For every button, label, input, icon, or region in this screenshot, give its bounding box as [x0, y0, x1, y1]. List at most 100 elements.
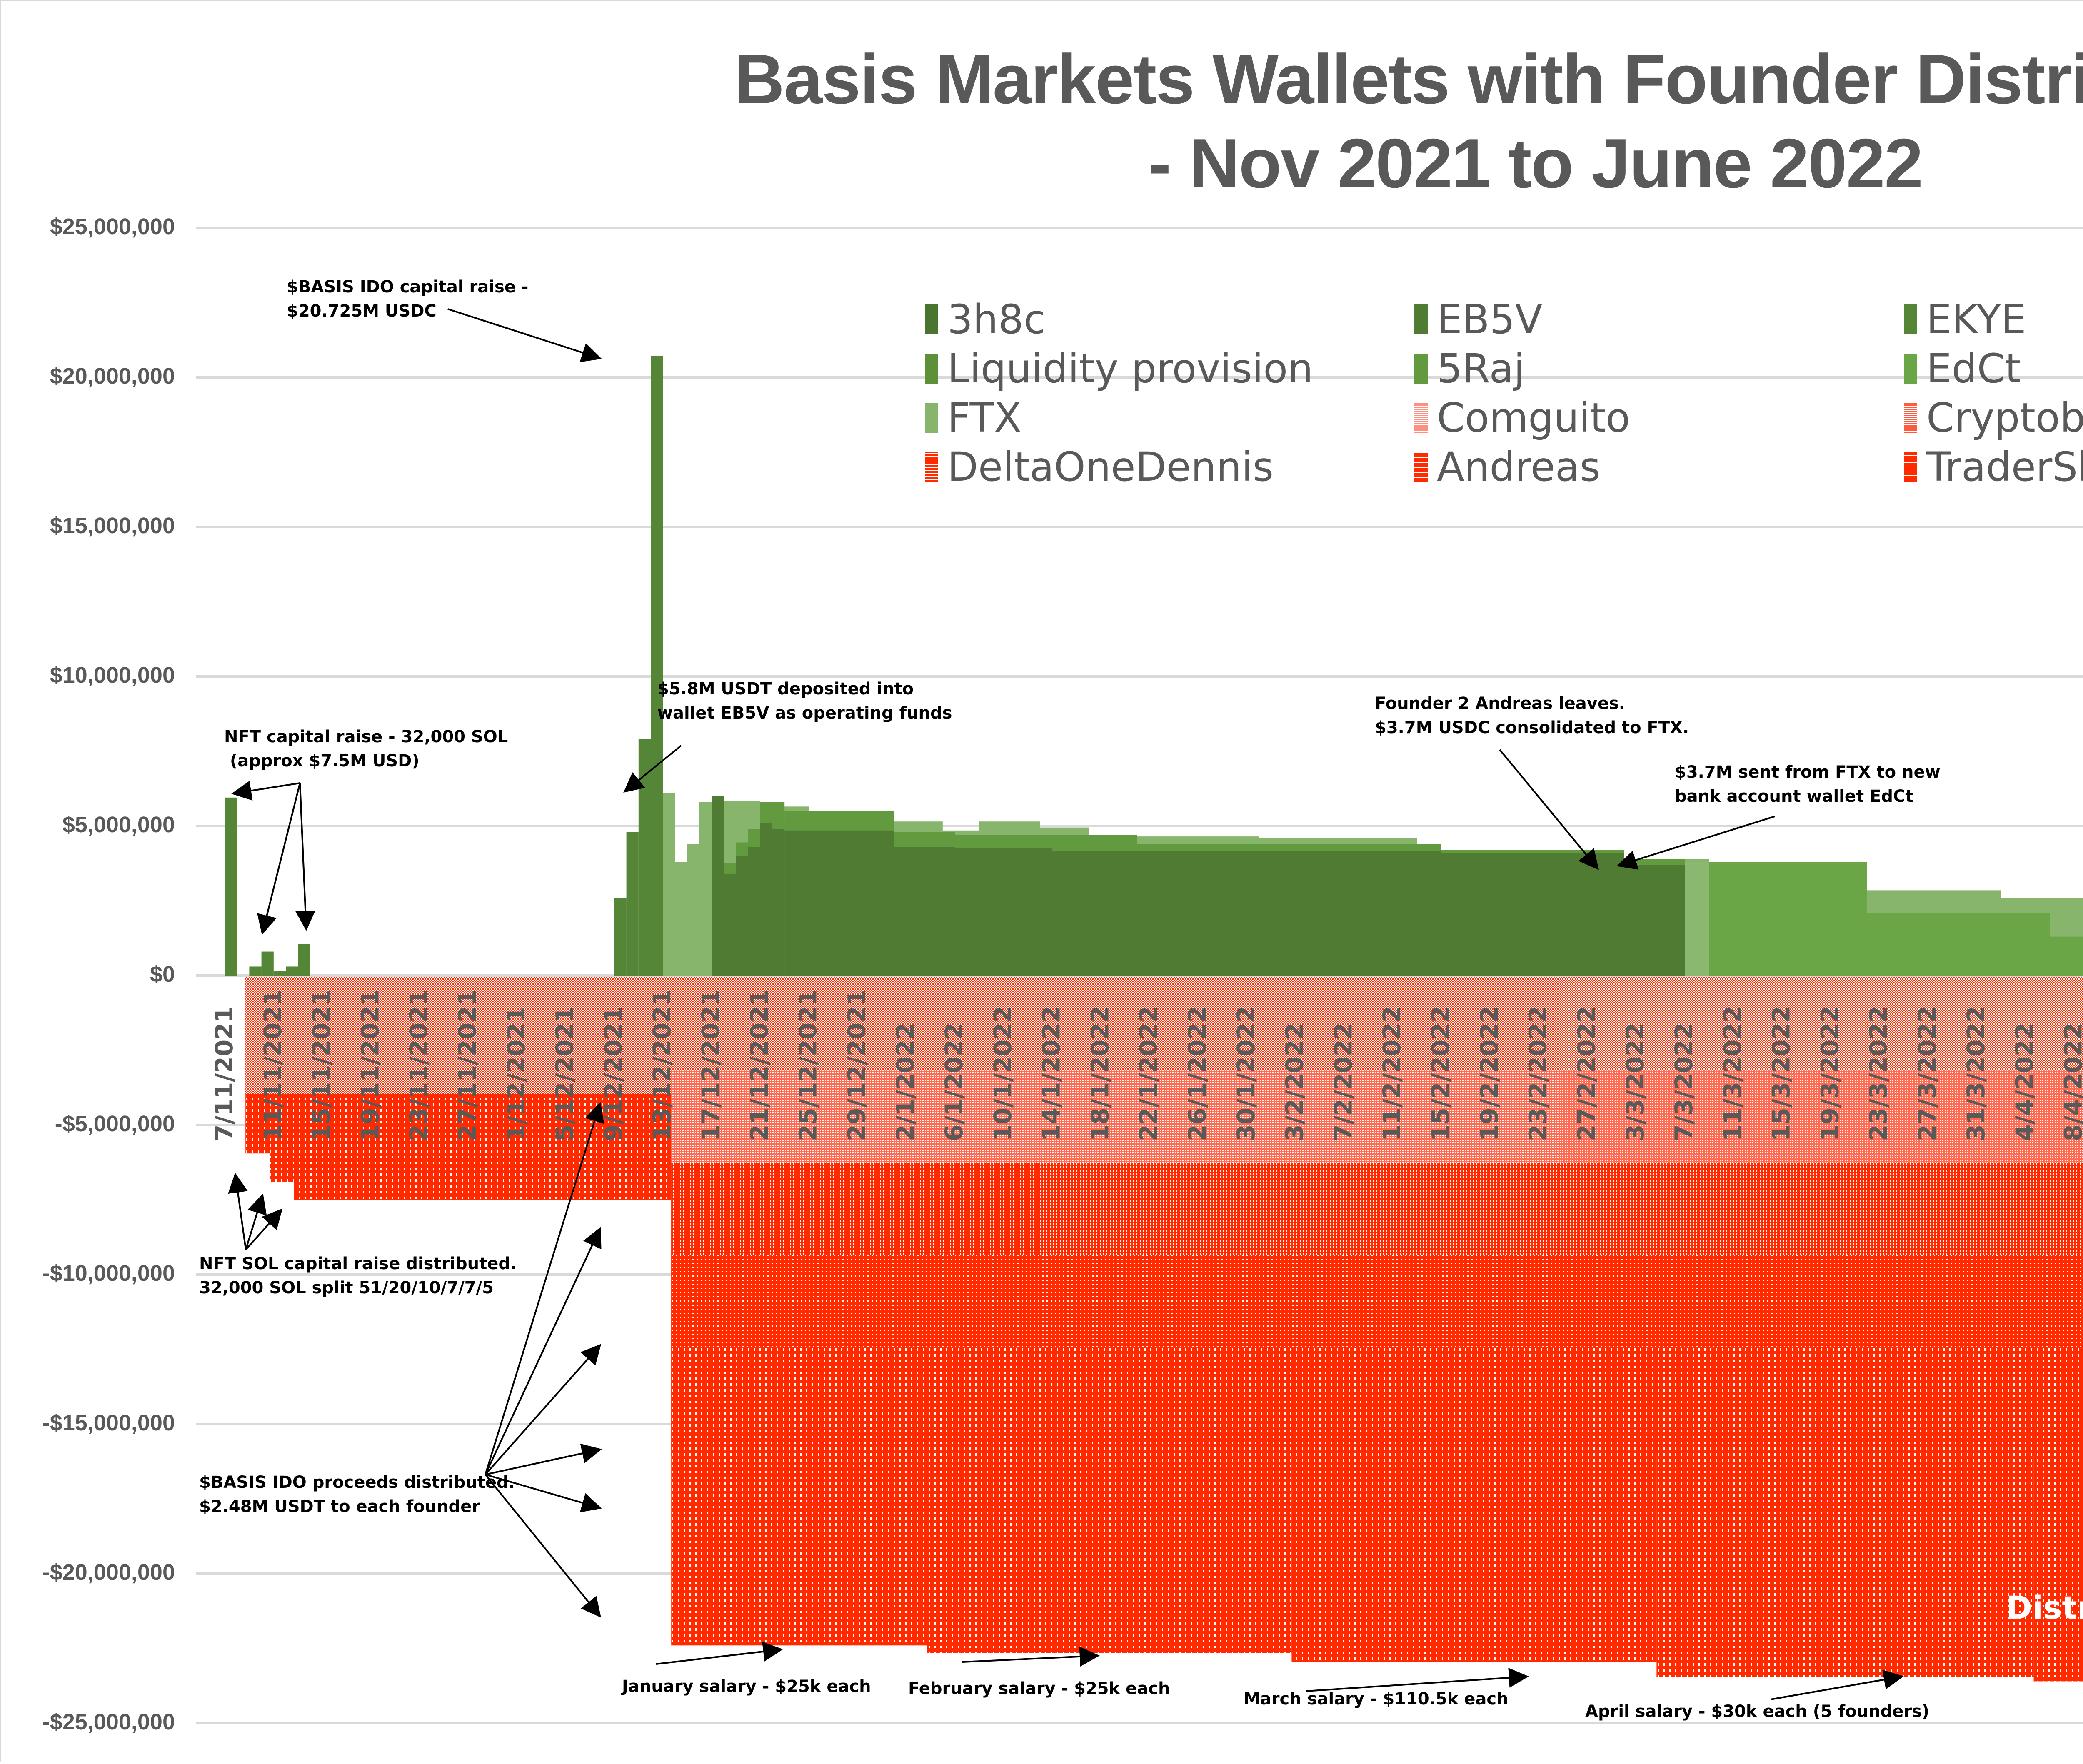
x-tick-label: 11/2/2022	[1378, 1006, 1406, 1141]
x-tick-label: 7/2/2022	[1329, 1023, 1357, 1141]
x-tick-label: 7/11/2021	[210, 1006, 238, 1141]
x-tick-label: 8/4/2022	[2059, 1023, 2083, 1141]
x-tick-label: 23/3/2022	[1864, 1006, 1893, 1141]
legend-label: EdCt	[1926, 345, 2021, 392]
x-tick-label: 7/3/2022	[1670, 1023, 1698, 1141]
y-tick-label: $15,000,000	[50, 513, 175, 538]
y-tick-label: $20,000,000	[50, 364, 175, 389]
legend-label: Liquidity provision	[947, 345, 1313, 392]
x-tick-label: 19/3/2022	[1816, 1006, 1844, 1141]
annotation-andreas-leaves: Founder 2 Andreas leaves. $3.7M USDC con…	[1375, 694, 1689, 737]
legend-item: FTX	[925, 394, 1414, 441]
x-tick-label: 3/3/2022	[1621, 1023, 1649, 1141]
legend-swatch-icon	[1904, 354, 1917, 384]
annotation-apr-salary: April salary - $30k each (5 founders)	[1585, 1702, 1930, 1721]
legend-swatch-icon	[925, 452, 938, 482]
x-tick-label: 11/11/2021	[259, 989, 287, 1141]
annotation-ido-raise: $BASIS IDO capital raise - $20.725M USDC	[287, 277, 529, 321]
legend-label: DeltaOneDennis	[947, 444, 1274, 490]
y-tick-label: -$10,000,000	[42, 1261, 175, 1286]
legend-item: Comguito	[1414, 394, 1904, 441]
legend-label: Andreas	[1437, 444, 1601, 490]
legend-swatch-icon	[1904, 452, 1917, 482]
annotation-arrows	[228, 308, 1904, 1700]
legend-item: Liquidity provision	[925, 345, 1414, 392]
x-tick-label: 27/3/2022	[1913, 1006, 1941, 1141]
y-tick-label: $10,000,000	[50, 663, 175, 688]
x-tick-label: 17/12/2021	[697, 989, 725, 1141]
x-tick-label: 18/1/2022	[1086, 1006, 1114, 1141]
annotation-usdt-deposit: $5.8M USDT deposited into wallet EB5V as…	[657, 679, 952, 723]
legend-swatch-icon	[1414, 304, 1428, 334]
legend-label: TraderSkew	[1926, 444, 2083, 490]
y-tick-label: -$15,000,000	[42, 1410, 175, 1435]
legend-swatch-icon	[1414, 403, 1428, 433]
chart-title: Basis Markets Wallets with Founder Distr…	[0, 37, 2083, 205]
x-tick-label: 4/4/2022	[2011, 1023, 2039, 1141]
x-tick-label: 19/11/2021	[356, 989, 384, 1141]
treasury-areas	[225, 355, 2083, 976]
x-tick-label: 5/12/2021	[551, 1006, 579, 1141]
legend-item: Cryptoboole	[1904, 394, 2083, 441]
x-tick-label: 1/12/2021	[502, 1006, 530, 1141]
legend-item: 3h8c	[925, 296, 1414, 343]
x-tick-label: 2/1/2022	[891, 1023, 919, 1141]
legend-swatch-icon	[925, 403, 938, 433]
legend-swatch-icon	[925, 304, 938, 334]
legend-label: 5Raj	[1437, 345, 1525, 392]
x-tick-label: 15/2/2022	[1426, 1006, 1455, 1141]
legend-label: Cryptoboole	[1926, 394, 2083, 441]
legend-label: EB5V	[1437, 296, 1543, 343]
y-tick-label: -$5,000,000	[55, 1111, 175, 1136]
y-tick-label: $5,000,000	[62, 812, 175, 837]
x-tick-label: 11/3/2022	[1718, 1006, 1747, 1141]
legend-item: 5Raj	[1414, 345, 1904, 392]
legend-label: FTX	[947, 394, 1022, 441]
legend-swatch-icon	[1904, 403, 1917, 433]
annotation-mar-salary: March salary - $110.5k each	[1244, 1689, 1509, 1709]
legend: 3h8cEB5VEKYE7rrLLiquidity provision5RajE…	[925, 296, 2083, 490]
legend-swatch-icon	[925, 354, 938, 384]
annotation-nft-raise: NFT capital raise - 32,000 SOL (approx $…	[224, 727, 508, 771]
chart-title-line1: Basis Markets Wallets with Founder Distr…	[734, 40, 2083, 118]
x-tick-label: 6/1/2022	[940, 1023, 968, 1141]
x-tick-label: 14/1/2022	[1037, 1006, 1066, 1141]
legend-item: Andreas	[1414, 444, 1904, 490]
legend-item: EdCt	[1904, 345, 2083, 392]
x-tick-label: 21/12/2021	[745, 989, 774, 1141]
x-tick-label: 23/2/2022	[1524, 1006, 1552, 1141]
annotation-feb-salary: February salary - $25k each	[908, 1679, 1170, 1698]
legend-swatch-icon	[1414, 452, 1428, 482]
x-tick-label: 30/1/2022	[1232, 1006, 1260, 1141]
x-axis-labels: 7/11/2021 11/11/2021 15/11/2021 19/11/2021 2…	[210, 989, 2083, 1141]
legend-item: EKYE	[1904, 296, 2083, 343]
x-tick-label: 27/11/2021	[453, 989, 482, 1141]
x-tick-label: 26/1/2022	[1183, 1006, 1211, 1141]
x-tick-label: 31/3/2022	[1962, 1006, 1990, 1141]
legend-item: DeltaOneDennis	[925, 444, 1414, 490]
x-tick-label: 15/11/2021	[307, 989, 336, 1141]
annotation-nft-distributed: NFT SOL capital raise distributed. 32,00…	[199, 1254, 517, 1297]
x-tick-label: 19/2/2022	[1475, 1006, 1504, 1141]
annotation-ido-distributed: $BASIS IDO proceeds distributed. $2.48M …	[199, 1473, 515, 1516]
y-tick-label: -$20,000,000	[42, 1560, 175, 1585]
legend-swatch-icon	[1414, 354, 1428, 384]
x-tick-label: 29/12/2021	[842, 989, 871, 1141]
founder-distribution-areas	[245, 977, 2083, 1682]
y-tick-label: -$25,000,000	[42, 1709, 175, 1734]
x-tick-label: 13/12/2021	[648, 989, 676, 1141]
annotation-ftx-to-edct: $3.7M sent from FTX to new bank account …	[1675, 763, 1941, 806]
x-tick-label: 10/1/2022	[989, 1006, 1017, 1141]
legend-item: EB5V	[1414, 296, 1904, 343]
x-tick-label: 15/3/2022	[1767, 1006, 1796, 1141]
legend-label: 3h8c	[947, 296, 1046, 343]
x-tick-label: 22/1/2022	[1134, 1006, 1163, 1141]
legend-label: Comguito	[1437, 394, 1631, 441]
legend-label: EKYE	[1926, 296, 2026, 343]
annotation-jan-salary: January salary - $25k each	[622, 1677, 871, 1696]
legend-swatch-icon	[1904, 304, 1917, 334]
x-tick-label: 23/11/2021	[405, 989, 433, 1141]
